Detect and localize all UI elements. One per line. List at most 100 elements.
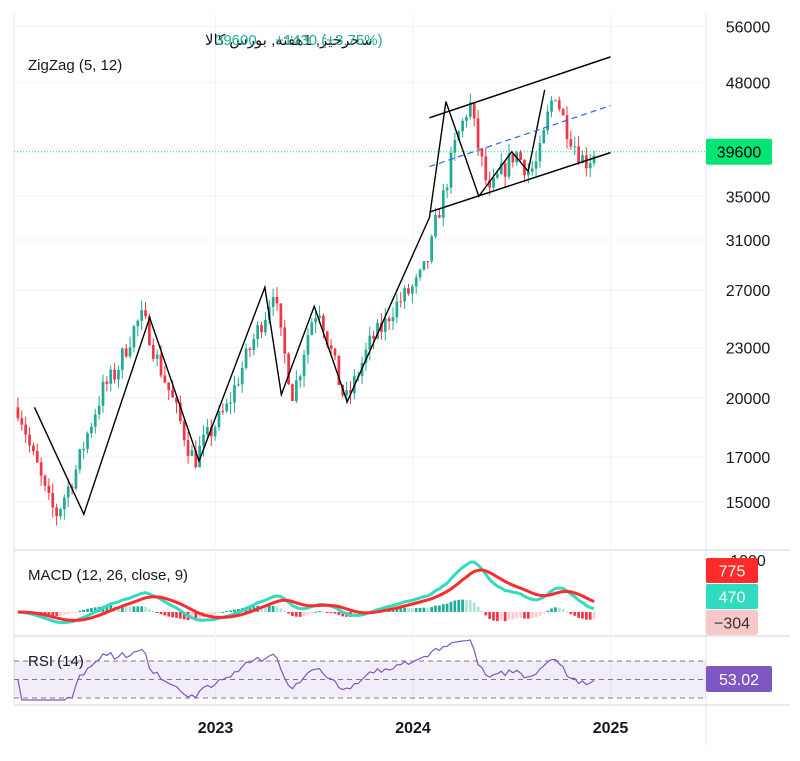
macd-histogram-bar xyxy=(554,607,557,612)
candle-body xyxy=(337,355,341,386)
candle-body xyxy=(410,286,414,294)
drawings xyxy=(33,56,611,517)
candle-body xyxy=(283,327,287,354)
last-price-badge-bg xyxy=(706,138,772,165)
macd-histogram-bar xyxy=(221,611,225,613)
macd-histogram-bar xyxy=(480,610,484,612)
candle-body xyxy=(395,301,399,318)
rsi-title: RSI (14) xyxy=(28,653,84,670)
macd-histogram-bar xyxy=(306,612,310,615)
candle-body xyxy=(372,335,376,339)
macd-histogram-bar xyxy=(167,612,171,617)
candle-body xyxy=(441,190,445,218)
macd-histogram-bar xyxy=(410,608,414,612)
macd-histogram-bar xyxy=(573,612,577,616)
y-tick-label: 31000 xyxy=(726,233,771,250)
macd-histogram-bar xyxy=(418,607,422,612)
candle-body xyxy=(93,414,97,427)
macd-histogram-bar xyxy=(298,612,302,617)
macd-histogram-bar xyxy=(175,612,178,618)
macd-histogram-bar xyxy=(217,612,221,613)
macd-histogram-bar xyxy=(588,612,592,620)
candle-body xyxy=(35,451,39,463)
candle-body xyxy=(376,322,379,339)
macd-histogram-bar xyxy=(329,612,333,613)
macd-histogram-bar xyxy=(291,612,294,617)
candle-body xyxy=(438,215,441,218)
macd-histogram-bar xyxy=(302,612,306,616)
candle-body xyxy=(28,434,31,446)
macd-histogram-bar xyxy=(275,606,279,612)
candle-body xyxy=(132,326,136,348)
candle-body xyxy=(39,462,43,476)
candle-body xyxy=(20,418,24,425)
macd-histogram-bar xyxy=(47,612,51,616)
macd-histogram-bar xyxy=(86,608,89,612)
macd-histogram-bar xyxy=(592,612,596,619)
candle-body xyxy=(178,402,182,422)
macd-histogram-bar xyxy=(120,605,124,612)
candle-body xyxy=(194,450,198,468)
macd-histogram-bar xyxy=(198,612,202,619)
macd-histogram-bar xyxy=(465,600,468,612)
macd-histogram-bar xyxy=(325,612,329,613)
macd-histogram-bar xyxy=(546,610,550,612)
macd-badge: −304 xyxy=(714,616,750,633)
candle-body xyxy=(499,163,503,175)
candle-body xyxy=(55,507,58,517)
macd-histogram-bar xyxy=(356,612,360,616)
candle-body xyxy=(101,381,105,406)
candle-body xyxy=(233,385,236,403)
candle-body xyxy=(287,353,290,385)
macd-histogram-bar xyxy=(476,606,480,612)
candle-body xyxy=(248,348,252,350)
y-tick-label: 56000 xyxy=(726,20,771,37)
macd-histogram-bar xyxy=(109,605,113,612)
candle-body xyxy=(209,427,213,437)
candle-body xyxy=(66,486,70,498)
macd-histogram-bar xyxy=(523,612,526,619)
candle-body xyxy=(186,440,190,456)
macd-histogram-bar xyxy=(128,606,132,612)
candle-body xyxy=(426,261,430,263)
candle-body xyxy=(380,322,383,332)
candle-body xyxy=(182,421,186,441)
macd-histogram-bar xyxy=(151,610,155,612)
candle-body xyxy=(294,380,298,402)
candle-body xyxy=(206,427,209,435)
macd-histogram-bar xyxy=(236,608,240,612)
macd-histogram-bar xyxy=(584,612,588,620)
candle-body xyxy=(368,335,372,350)
candles xyxy=(16,93,596,526)
candle-body xyxy=(492,177,495,188)
candle-body xyxy=(275,296,279,304)
candle-body xyxy=(171,390,174,398)
macd-histogram-bar xyxy=(538,612,542,616)
channel-mid xyxy=(429,105,611,168)
macd-histogram-bar xyxy=(461,599,464,612)
macd-histogram-bar xyxy=(182,612,186,620)
macd-histogram-bar xyxy=(430,607,434,612)
symbol-line: سحرخیز, 1هفته, بورس کالا xyxy=(205,32,373,49)
candle-body xyxy=(97,405,101,415)
candle-body xyxy=(59,509,62,517)
macd-histogram-bar xyxy=(569,612,573,615)
candle-body xyxy=(550,100,553,112)
macd-histogram-bar xyxy=(78,610,82,612)
axes: 56000 48000 35000 31000 27000 23000 20000 17000… xyxy=(198,20,771,737)
candle-body xyxy=(430,236,434,262)
macd-histogram-bar xyxy=(287,612,290,614)
macd-histogram-bar xyxy=(178,612,182,619)
macd-histogram-bar xyxy=(496,612,499,622)
zigzag-line xyxy=(33,89,546,517)
macd-histogram-bar xyxy=(530,612,534,619)
macd-histogram-bar xyxy=(171,612,174,618)
macd-badge-bg xyxy=(706,558,758,583)
macd-histogram-bar xyxy=(407,608,410,612)
candle-body xyxy=(244,348,248,368)
macd-badge: 470 xyxy=(719,590,746,607)
macd-histogram-bar xyxy=(148,608,151,612)
header-price: 39600 xyxy=(215,32,257,49)
macd-pane xyxy=(16,560,596,625)
y-tick-label: 48000 xyxy=(726,75,771,92)
